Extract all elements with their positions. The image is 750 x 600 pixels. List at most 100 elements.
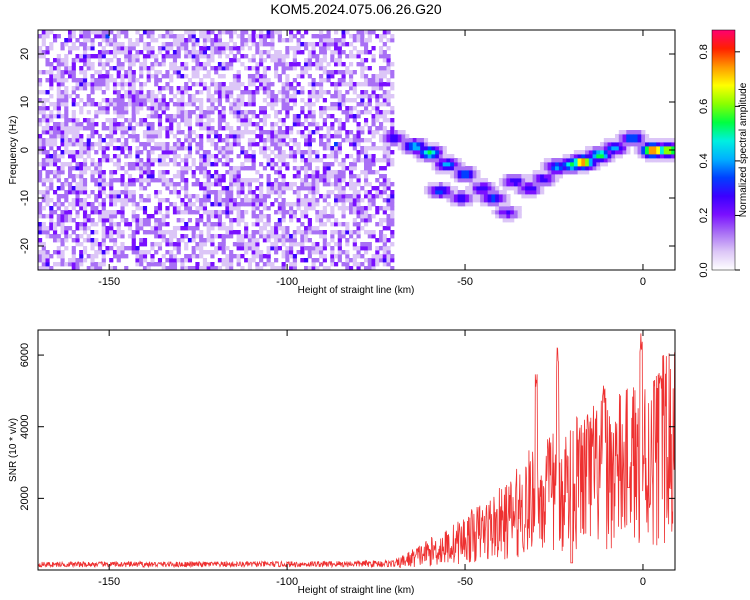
spectrogram-cell	[375, 102, 380, 107]
spectrogram-cell	[176, 246, 181, 251]
spectrogram-cell	[259, 42, 264, 47]
spectrogram-cell	[45, 154, 50, 159]
spectrogram-cell	[221, 30, 226, 35]
spectrogram-cell	[112, 146, 118, 151]
spectrogram-cell	[386, 258, 391, 263]
spectrogram-cell	[281, 62, 286, 67]
spectrogram-cell	[367, 126, 372, 131]
spectrogram-cell	[326, 190, 331, 195]
spectrogram-cell	[161, 102, 166, 107]
spectrogram-cell	[90, 90, 95, 95]
spectrogram-cell	[94, 182, 99, 187]
spectrogram-cell	[457, 194, 462, 199]
spectrogram-cell	[112, 194, 118, 199]
spectrogram-cell	[352, 218, 357, 223]
spectrogram-cell	[60, 142, 65, 147]
spectrogram-cell	[214, 210, 219, 215]
spectrogram-cell	[90, 170, 95, 175]
spectrogram-cell	[255, 178, 260, 183]
spectrogram-cell	[154, 222, 159, 227]
spectrogram-cell	[330, 70, 335, 75]
spectrogram-cells	[38, 30, 676, 271]
spectrogram-cell	[311, 198, 316, 203]
spectrogram-cell	[274, 190, 279, 195]
spectrogram-cell	[97, 186, 103, 191]
spectrogram-cell	[296, 206, 301, 211]
spectrogram-cell	[45, 178, 50, 183]
spectrogram-cell	[240, 242, 245, 247]
spectrogram-cell	[356, 158, 361, 163]
spectrogram-cell	[120, 94, 125, 99]
spectrogram-cell	[150, 130, 155, 135]
spectrogram-cell	[97, 170, 103, 175]
spectrogram-cell	[603, 158, 608, 163]
spectrogram-cell	[390, 194, 395, 199]
spectrogram-cell	[135, 122, 140, 127]
spectrogram-cell	[157, 210, 163, 215]
spectrogram-cell	[334, 142, 339, 147]
spectrogram-cell	[281, 98, 286, 103]
spectrogram-cell	[292, 230, 297, 235]
spectrogram-cell	[94, 242, 99, 247]
spectrogram-cell	[161, 182, 166, 187]
spectrogram-cell	[352, 198, 357, 203]
spectrogram-cell	[199, 46, 204, 51]
spectrogram-cell	[240, 266, 245, 271]
spectrogram-cell	[221, 202, 226, 207]
spectrogram-cell	[142, 42, 148, 47]
spectrogram-cell	[236, 246, 241, 251]
spectrogram-cell	[86, 54, 91, 59]
spectrogram-cell	[56, 110, 61, 115]
spectrogram-cell	[311, 202, 316, 207]
spectrogram-cell	[390, 222, 395, 227]
spectrogram-cell	[154, 78, 159, 83]
spectrogram-cell	[112, 82, 118, 87]
spectrogram-cell	[49, 86, 54, 91]
spectrogram-cell	[210, 250, 215, 255]
spectrogram-cell	[363, 178, 369, 183]
spectrogram-cell	[184, 118, 189, 123]
spectrogram-cell	[596, 162, 601, 167]
spectrogram-ylabel: Frequency (Hz)	[8, 116, 19, 185]
spectrogram-cell	[307, 246, 312, 251]
spectrogram-cell	[60, 186, 65, 191]
spectrogram-cell	[109, 134, 114, 139]
spectrogram-cell	[386, 94, 391, 99]
spectrogram-cell	[229, 178, 234, 183]
spectrogram-cell	[112, 254, 118, 259]
spectrogram-cell	[176, 126, 181, 131]
spectrogram-cell	[60, 150, 65, 155]
spectrogram-cell	[199, 250, 204, 255]
spectrogram-cell	[94, 130, 99, 135]
spectrogram-cell	[172, 158, 178, 163]
spectrogram-cell	[202, 86, 208, 91]
spectrogram-cell	[206, 118, 211, 123]
spectrogram-cell	[172, 202, 178, 207]
spectrogram-cell	[393, 134, 399, 139]
spectrogram-cell	[315, 210, 320, 215]
spectrogram-cell	[210, 190, 215, 195]
spectrogram-cell	[67, 118, 73, 123]
spectrogram-cell	[206, 214, 211, 219]
spectrogram-cell	[195, 198, 200, 203]
spectrogram-cell	[131, 194, 136, 199]
spectrogram-cell	[105, 70, 110, 75]
spectrogram-cell	[244, 234, 249, 239]
spectrogram-cell	[341, 190, 346, 195]
spectrogram-cell	[202, 66, 208, 71]
spectrogram-cell	[315, 98, 320, 103]
spectrogram-cell	[551, 174, 556, 179]
spectrogram-cell	[206, 30, 211, 35]
spectrogram-cell	[146, 34, 151, 39]
spectrogram-cell	[363, 90, 369, 95]
spectrogram-cell	[274, 162, 279, 167]
spectrogram-cell	[75, 198, 80, 203]
spectrogram-cell	[281, 118, 286, 123]
spectrogram-cell	[652, 154, 657, 159]
spectrogram-cell	[86, 110, 91, 115]
spectrogram-cell	[142, 206, 148, 211]
spectrogram-cell	[281, 130, 286, 135]
spectrogram-cell	[401, 146, 406, 151]
spectrogram-cell	[49, 170, 54, 175]
spectrogram-cell	[229, 90, 234, 95]
